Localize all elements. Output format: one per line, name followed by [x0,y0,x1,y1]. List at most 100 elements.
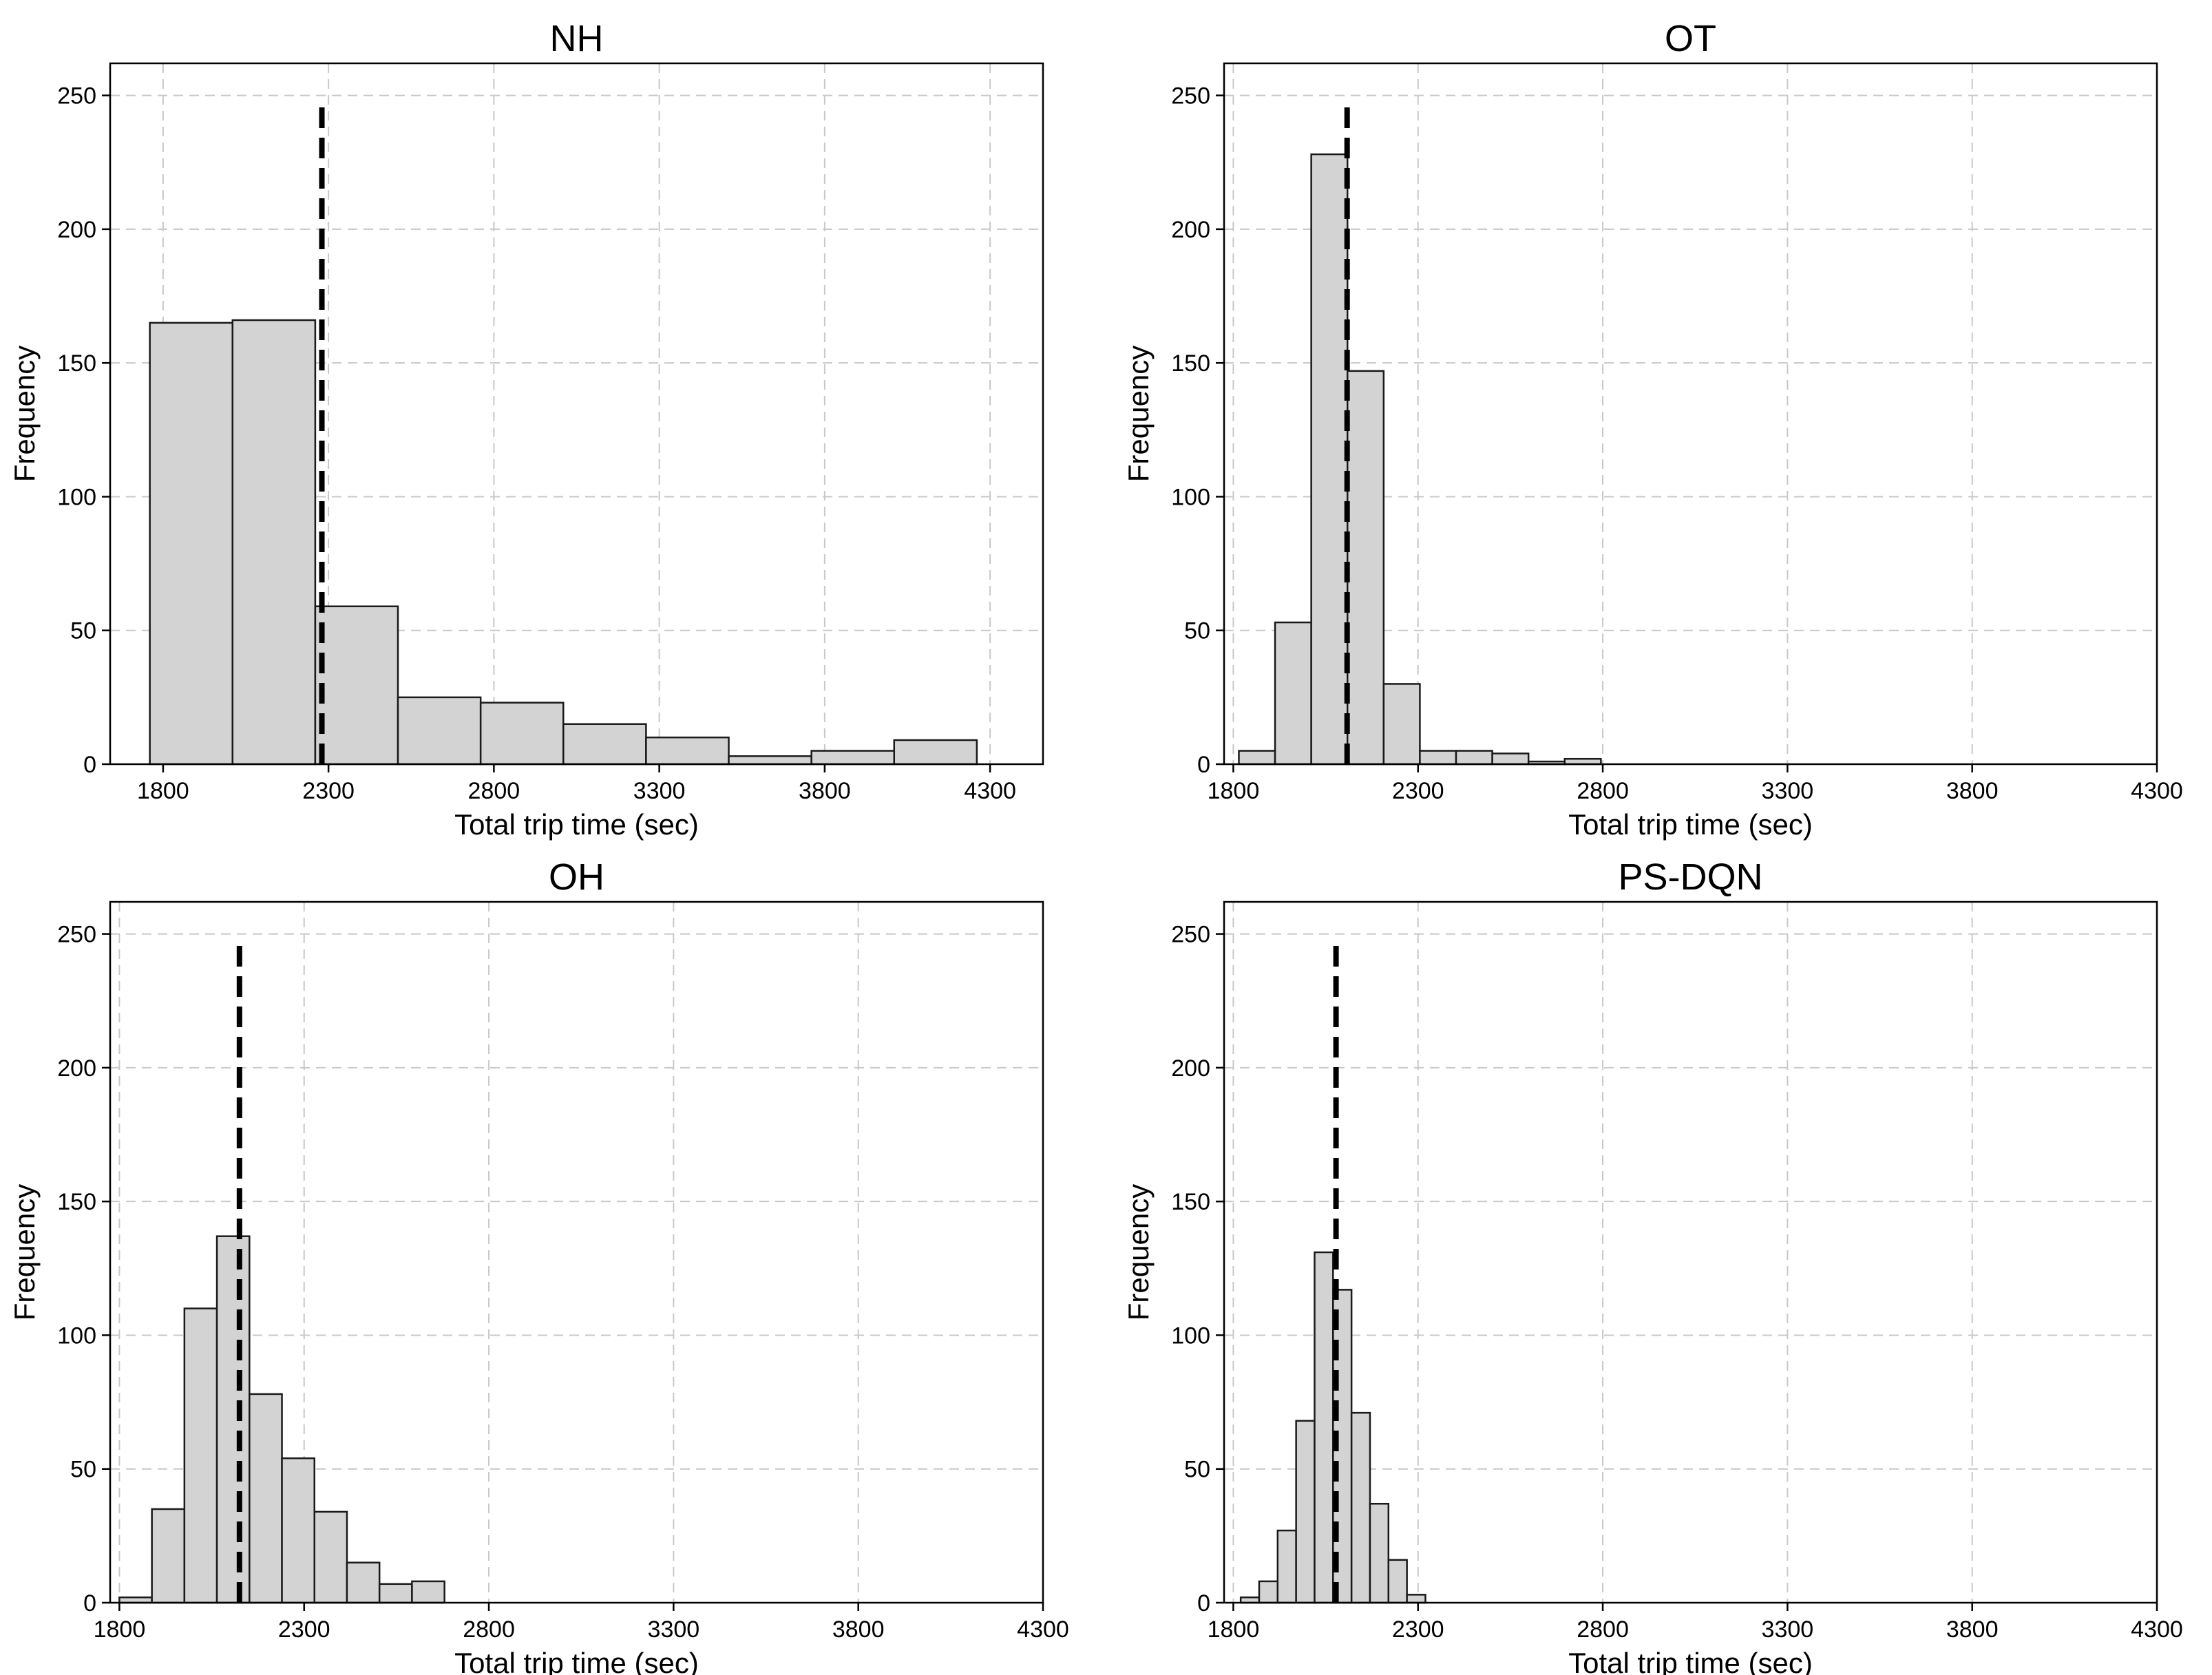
x-tick-label: 4300 [2131,1616,2183,1643]
histogram-bar-7 [346,1561,381,1604]
histogram-bar-0 [1238,750,1276,766]
x-tick-label: 4300 [2131,778,2183,804]
chart-panel-nh: 1800 2300 2800 3300 3800 4300 0 50 100 150 200 250 N… [8,18,1044,841]
y-tick-label: 50 [1184,618,1210,644]
y-tick-label: 200 [1171,217,1210,243]
histogram-bar-1 [1274,621,1312,766]
histogram-bar-6 [313,1510,348,1604]
y-axis-label: Frequency [1122,346,1155,482]
histogram-bar-1 [231,319,317,766]
chart-title: NH [550,18,604,59]
plot-frame [109,62,1044,766]
y-tick-label: 250 [1171,922,1210,948]
x-tick-label: 3300 [1762,1616,1814,1643]
histogram-bar-6 [1350,1411,1371,1604]
histogram-bar-4 [249,1393,283,1604]
x-tick-label: 2300 [278,1616,330,1643]
histogram-bar-0 [149,322,234,766]
y-tick-label: 50 [70,618,96,644]
y-tick-label: 50 [1184,1457,1210,1483]
y-tick-label: 150 [57,1189,96,1215]
histogram-bar-9 [411,1580,445,1604]
chart-title: PS-DQN [1618,856,1762,898]
x-axis-label: Total trip time (sec) [454,808,699,841]
histogram-bar-7 [728,755,812,766]
x-axis-label: Total trip time (sec) [454,1647,699,1675]
histogram-bar-2 [1276,1529,1297,1604]
y-tick-label: 200 [57,1055,96,1082]
histogram-bar-9 [893,739,978,766]
chart-title: OH [549,856,604,898]
x-tick-label: 3800 [799,778,851,804]
histogram-bar-4 [1314,1251,1334,1604]
chart-title: OT [1665,18,1716,59]
histogram-bar-1 [151,1508,186,1604]
x-axis-label: Total trip time (sec) [1568,808,1813,841]
histogram-bar-9 [1406,1594,1426,1604]
histogram-bar-3 [1346,370,1385,766]
histogram-bar-2 [183,1307,218,1604]
x-tick-label: 1800 [94,1616,146,1643]
y-tick-label: 200 [1171,1055,1210,1082]
y-tick-label: 50 [70,1457,96,1483]
x-tick-label: 2800 [1577,778,1629,804]
chart-panel-oh: 1800 2300 2800 3300 3800 4300 0 50 100 150 200 250 O… [8,856,1069,1675]
y-tick-label: 100 [57,484,96,510]
chart-panel-ot: 1800 2300 2800 3300 3800 4300 0 50 100 150 200 250 O… [1122,18,2183,841]
x-tick-label: 3800 [832,1616,885,1643]
y-tick-label: 0 [83,1590,96,1616]
x-tick-label: 3300 [1762,778,1814,804]
y-axis-label: Frequency [1122,1184,1155,1320]
y-tick-label: 150 [57,350,96,377]
histogram-bar-3 [1295,1420,1316,1604]
y-tick-label: 0 [83,752,96,778]
y-tick-label: 150 [1171,350,1210,377]
histogram-bar-8 [1387,1559,1408,1604]
histogram-bar-5 [562,723,647,766]
x-tick-label: 2300 [1392,1616,1444,1643]
y-tick-label: 250 [57,83,96,109]
x-tick-label: 3800 [1946,778,1999,804]
histogram-bar-2 [314,605,399,766]
y-tick-label: 200 [57,217,96,243]
histogram-bar-4 [479,702,565,766]
y-tick-label: 0 [1197,1590,1210,1616]
x-tick-label: 4300 [964,778,1016,804]
histogram-bar-6 [1455,750,1493,766]
x-tick-label: 1800 [1208,1616,1260,1643]
histogram-bar-5 [1419,750,1457,766]
x-axis-label: Total trip time (sec) [1568,1647,1813,1675]
histogram-bar-8 [810,750,896,766]
histogram-bar-7 [1369,1502,1390,1604]
x-tick-label: 1800 [137,778,189,804]
x-tick-label: 4300 [1017,1616,1069,1643]
histogram-bar-5 [281,1457,316,1604]
histogram-bar-8 [378,1583,413,1604]
x-tick-label: 2800 [463,1616,515,1643]
histogram-bar-1 [1258,1580,1279,1604]
x-tick-label: 2800 [468,778,520,804]
plot-frame [1223,900,2158,1604]
y-tick-label: 100 [1171,1323,1210,1349]
plot-frame [1223,62,2158,766]
y-tick-label: 250 [57,922,96,948]
x-tick-label: 2300 [1392,778,1444,804]
histogram-bar-2 [1310,153,1349,766]
y-tick-label: 0 [1197,752,1210,778]
chart-panel-ps-dqn: 1800 2300 2800 3300 3800 4300 0 50 100 150 200 250 P… [1122,856,2183,1675]
histogram-bar-3 [215,1235,251,1604]
y-axis-label: Frequency [8,1184,41,1320]
plot-frame [109,900,1044,1604]
x-tick-label: 3800 [1946,1616,1999,1643]
histogram-bar-4 [1382,683,1421,766]
x-tick-label: 3300 [648,1616,700,1643]
histogram-bar-3 [397,696,482,766]
x-tick-label: 2800 [1577,1616,1629,1643]
y-tick-label: 100 [57,1323,96,1349]
y-tick-label: 150 [1171,1189,1210,1215]
y-tick-label: 100 [1171,484,1210,510]
y-tick-label: 250 [1171,83,1210,109]
histogram-bar-6 [645,736,730,766]
x-tick-label: 3300 [633,778,686,804]
